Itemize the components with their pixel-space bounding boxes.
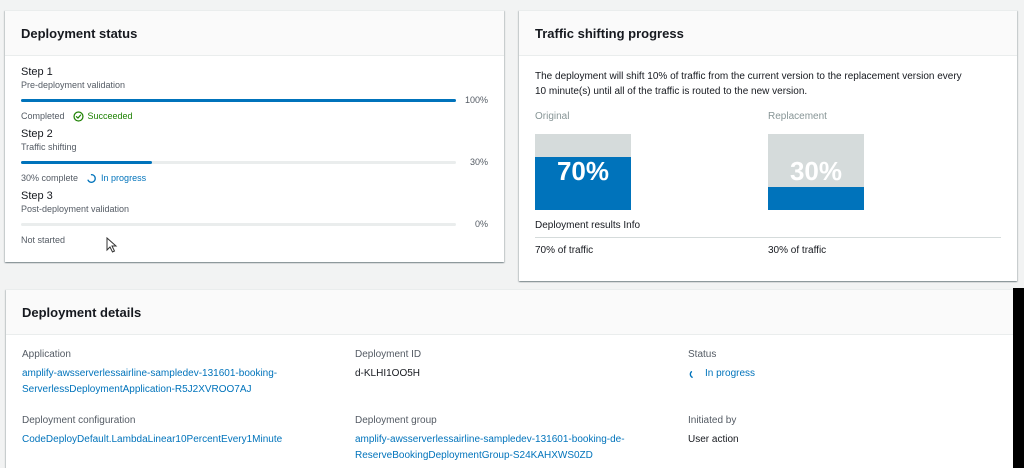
- replacement-traffic-fill: [768, 187, 864, 210]
- divider: [535, 237, 1001, 238]
- step-subtitle: Post-deployment validation: [21, 204, 130, 214]
- step-2: Step 2 Traffic shifting 30% 30% complete…: [21, 128, 488, 184]
- progress-bar-row: 100%: [21, 95, 488, 105]
- mouse-cursor-icon: [106, 237, 118, 253]
- traffic-shifting-body: The deployment will shift 10% of traffic…: [519, 56, 1017, 256]
- deployment-group-link-line1[interactable]: amplify-awsserverlessairline-sampledev-1…: [355, 434, 625, 445]
- progress-bar-fill: [21, 160, 152, 164]
- deployment-configuration-link[interactable]: CodeDeployDefault.LambdaLinear10PercentE…: [22, 434, 283, 445]
- progress-bar-fill: [21, 98, 456, 102]
- progress-percent: 0%: [474, 219, 488, 229]
- deployment-status-header: Deployment status: [5, 11, 504, 56]
- step-status-text: 30% complete: [21, 173, 79, 183]
- application-link-line1[interactable]: amplify-awsserverlessairline-sampledev-1…: [22, 368, 278, 379]
- original-traffic-percent: 70%: [556, 156, 610, 186]
- step-3: Step 3 Post-deployment validation 0% Not…: [21, 190, 488, 246]
- application-field: Application amplify-awsserverlessairline…: [22, 348, 355, 398]
- step-status: 30% complete In progress: [21, 172, 488, 184]
- steps-list: Step 1 Pre-deployment validation 100% Co…: [5, 56, 504, 246]
- progress-bar: [21, 222, 456, 226]
- spinner-icon: [87, 173, 96, 183]
- deployment-status-panel: Deployment status Step 1 Pre-deployment …: [5, 10, 504, 262]
- application-label: Application: [22, 349, 71, 360]
- step-subtitle: Pre-deployment validation: [21, 80, 126, 90]
- application-link-line2[interactable]: ServerlessDeploymentApplication-R5J2XVRO…: [22, 384, 252, 395]
- status-value: In progress: [688, 366, 988, 386]
- original-traffic-fill: [535, 156, 631, 210]
- deployment-group-label: Deployment group: [355, 415, 437, 426]
- status-badge-label: Succeeded: [87, 111, 133, 121]
- initiated-by-value: User action: [688, 434, 739, 445]
- step-status-text: Completed: [21, 111, 65, 121]
- replacement-traffic-percent: 30%: [789, 156, 843, 186]
- traffic-shifting-header: Traffic shifting progress: [519, 11, 1017, 56]
- deployment-id-label: Deployment ID: [355, 349, 422, 360]
- progress-bar-row: 30%: [21, 157, 488, 167]
- check-circle-icon: [72, 110, 84, 122]
- initiated-by-label: Initiated by: [688, 415, 737, 426]
- progress-bar-row: 0%: [21, 219, 488, 229]
- application-link[interactable]: amplify-awsserverlessairline-sampledev-1…: [22, 366, 355, 398]
- replacement-traffic-result: 30% of traffic: [768, 245, 827, 256]
- deployment-results-title: Deployment results Info: [535, 220, 641, 231]
- deployment-details-grid: Application amplify-awsserverlessairline…: [6, 335, 1018, 464]
- traffic-shifting-description: The deployment will shift 10% of traffic…: [535, 71, 962, 97]
- step-title: Step 1: [21, 66, 53, 78]
- status-badge-succeeded: Succeeded: [72, 110, 133, 122]
- replacement-version: Replacement 30%: [768, 111, 1001, 210]
- spinner-icon: [689, 370, 693, 378]
- deployment-group-link[interactable]: amplify-awsserverlessairline-sampledev-1…: [355, 432, 688, 464]
- original-traffic-gauge: 70%: [535, 134, 631, 210]
- deployment-results-row: 70% of traffic 30% of traffic: [535, 245, 1001, 256]
- step-subtitle: Traffic shifting: [21, 142, 77, 152]
- deployment-group-link-line2[interactable]: ReserveBookingDeploymentGroup-S24KAHXWS0…: [355, 450, 593, 461]
- step-title: Step 3: [21, 190, 53, 202]
- versions-row: Original 70% Replacement 30%: [535, 111, 1001, 210]
- deployment-details-panel: Deployment details Application amplify-a…: [6, 289, 1018, 468]
- deployment-id-field: Deployment ID d-KLHI1OO5H: [355, 348, 688, 398]
- screen-edge: [1013, 288, 1024, 468]
- initiated-by-field: Initiated by User action: [688, 414, 988, 464]
- deployment-group-field: Deployment group amplify-awsserverlessai…: [355, 414, 688, 464]
- traffic-shifting-title: Traffic shifting progress: [535, 25, 684, 41]
- status-badge-in-progress: In progress: [688, 366, 755, 382]
- deployment-configuration-label: Deployment configuration: [22, 415, 136, 426]
- deployment-details-header: Deployment details: [6, 290, 1018, 335]
- original-traffic-result: 70% of traffic: [535, 245, 594, 256]
- original-version: Original 70%: [535, 111, 768, 210]
- status-badge-label: In progress: [101, 173, 147, 183]
- step-status-text: Not started: [21, 235, 66, 245]
- status-text: In progress: [705, 368, 756, 379]
- progress-bar: [21, 98, 456, 102]
- step-status: Not started: [21, 234, 488, 246]
- replacement-traffic-gauge: 30%: [768, 134, 864, 210]
- deployment-id-value: d-KLHI1OO5H: [355, 368, 421, 379]
- status-field: Status In progress: [688, 348, 988, 398]
- progress-percent: 30%: [469, 157, 488, 167]
- deployment-configuration-field: Deployment configuration CodeDeployDefau…: [22, 414, 355, 464]
- original-label: Original: [535, 111, 570, 122]
- step-1: Step 1 Pre-deployment validation 100% Co…: [21, 66, 488, 122]
- replacement-label: Replacement: [768, 111, 827, 122]
- traffic-shifting-panel: Traffic shifting progress The deployment…: [519, 10, 1017, 281]
- progress-bar: [21, 160, 456, 164]
- step-title: Step 2: [21, 128, 53, 140]
- status-label: Status: [688, 349, 717, 360]
- status-badge-in-progress: In progress: [86, 173, 146, 184]
- progress-percent: 100%: [464, 95, 488, 105]
- deployment-details-title: Deployment details: [22, 304, 142, 320]
- deployment-status-title: Deployment status: [21, 25, 138, 41]
- step-status: Completed Succeeded: [21, 110, 488, 122]
